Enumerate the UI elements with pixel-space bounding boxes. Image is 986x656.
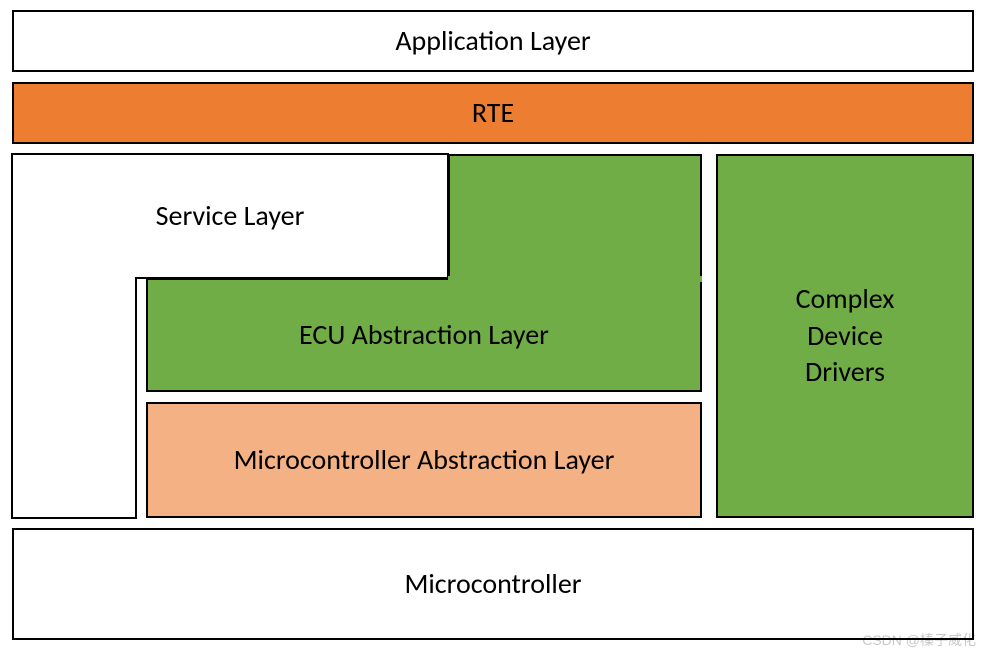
autosar-arch-diagram: Application Layer RTE Service Layer ECU … bbox=[0, 0, 986, 656]
service-layer-label-region: Service Layer bbox=[12, 154, 448, 278]
microcontroller-label: Microcontroller bbox=[404, 566, 581, 602]
mcal-layer-box: Microcontroller Abstraction Layer bbox=[146, 402, 702, 518]
mcal-layer-label: Microcontroller Abstraction Layer bbox=[234, 442, 615, 478]
ecu-abstraction-layer-label: ECU Abstraction Layer bbox=[299, 317, 549, 353]
complex-device-drivers-label: ComplexDeviceDrivers bbox=[796, 281, 895, 390]
ecu-join-filler bbox=[448, 276, 702, 282]
complex-device-drivers-box: ComplexDeviceDrivers bbox=[716, 154, 974, 518]
service-layer-label: Service Layer bbox=[156, 198, 305, 234]
watermark-text: CSDN @榛子威化 bbox=[862, 630, 976, 650]
microcontroller-box: Microcontroller bbox=[12, 528, 974, 640]
ecu-abstraction-layer-box: ECU Abstraction Layer bbox=[146, 278, 702, 392]
ecu-abstraction-upper-box bbox=[448, 154, 702, 278]
